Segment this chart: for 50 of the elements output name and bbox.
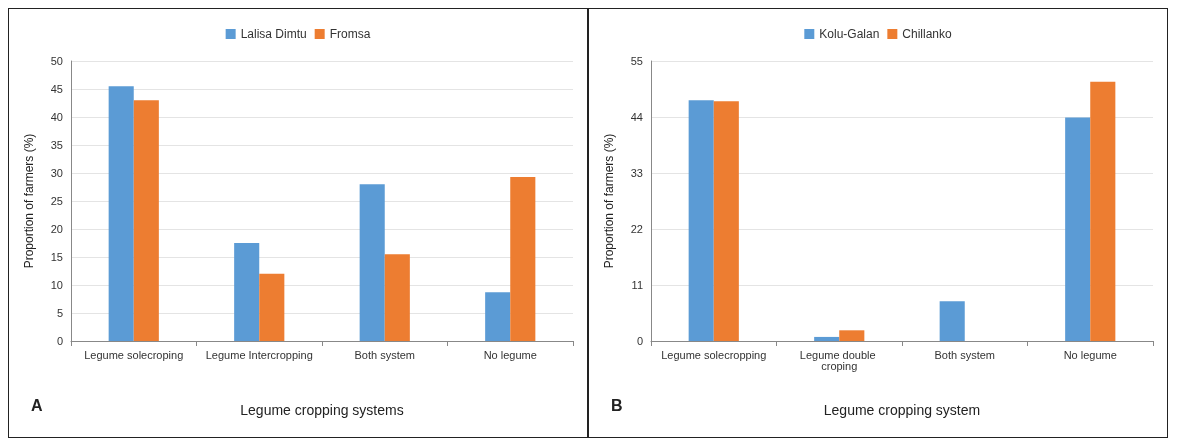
text: B [611, 396, 623, 414]
bar [713, 101, 739, 341]
y-tick-label: 45 [50, 83, 63, 95]
legend-label: Chillanko [902, 27, 953, 41]
y-tick-label: 0 [636, 335, 643, 347]
y-tick-label: 20 [50, 223, 63, 235]
bar [133, 100, 159, 341]
x-tick-label: Both system [934, 348, 996, 361]
y-tick-label: 25 [50, 195, 63, 207]
x-tick-label: No legume [483, 348, 537, 361]
y-tick-label: 50 [50, 55, 63, 67]
bar [814, 336, 840, 341]
legend-label: Kolu-Galan [819, 27, 880, 41]
y-axis-title: Proportion of farmers (%) [22, 133, 36, 269]
y-tick-label: 11 [631, 279, 643, 291]
bar [384, 254, 410, 341]
x-tick-label: Legume Intercropping [205, 348, 313, 361]
x-axis-title: Legume cropping systems [240, 402, 404, 418]
bar [1065, 117, 1091, 341]
bar [359, 184, 385, 341]
legend-label: Lalisa Dimtu [240, 27, 307, 41]
y-tick-label: 33 [630, 167, 643, 179]
bar [259, 273, 285, 341]
y-tick-label: 22 [630, 223, 643, 235]
bar [939, 301, 965, 341]
y-axis-title: Proportion of farmers (%) [602, 133, 616, 269]
y-tick-label: 30 [50, 167, 63, 179]
x-tick-label: Legume solecroping [84, 348, 184, 361]
y-tick-label: 40 [50, 111, 63, 123]
y-tick-label: 55 [630, 55, 643, 67]
y-tick-label: 35 [50, 139, 63, 151]
bar [108, 86, 134, 341]
bar [839, 330, 865, 341]
legend-label: Fromsa [329, 27, 371, 41]
bar [234, 243, 260, 341]
y-tick-label: 10 [50, 279, 63, 291]
bar [510, 176, 536, 341]
y-tick-label: 15 [50, 251, 63, 263]
bar [485, 292, 511, 341]
bar [1090, 81, 1116, 341]
x-tick-label: Legume double croping [799, 348, 879, 372]
y-tick-label: 44 [630, 111, 643, 123]
x-tick-label: Legume solecropping [661, 348, 767, 361]
y-tick-label: 0 [56, 335, 63, 347]
x-axis-title: Legume cropping system [823, 402, 981, 418]
x-tick-label: Both system [354, 348, 416, 361]
bar [688, 100, 714, 341]
y-tick-label: 5 [56, 307, 63, 319]
text: A [31, 396, 43, 414]
x-tick-label: No legume [1063, 348, 1117, 361]
